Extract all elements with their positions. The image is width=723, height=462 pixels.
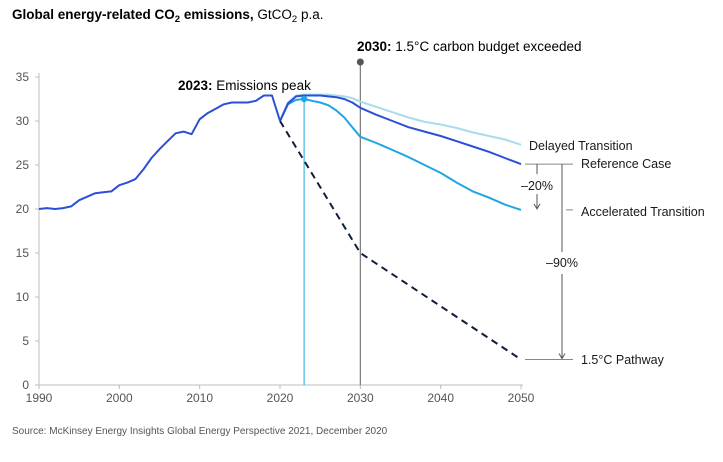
arrow-90-head bbox=[558, 353, 566, 360]
label-delayed-transition: Delayed Transition bbox=[529, 139, 633, 153]
y-tick-label: 10 bbox=[16, 290, 30, 304]
series-historical-line bbox=[38, 94, 281, 210]
annotation-peak-year: 2023: bbox=[178, 78, 213, 93]
pct-minus-90: –90% bbox=[546, 256, 578, 270]
title-bold-text: Global energy-related CO bbox=[12, 7, 175, 22]
budget-year-dot bbox=[356, 58, 364, 66]
annotation-peak-text: Emissions peak bbox=[213, 78, 312, 93]
annotation-layer bbox=[300, 95, 573, 360]
x-tick-label: 2030 bbox=[347, 391, 374, 405]
y-tick-label: 25 bbox=[16, 158, 30, 172]
annotation-emissions-peak: 2023: Emissions peak bbox=[178, 78, 311, 93]
axis-layer: 0 5 10 15 20 25 30 35 1990 2000 2010 2020 2030 2040 20… bbox=[16, 70, 535, 405]
series-reference-line bbox=[279, 94, 522, 166]
series-pathway-line bbox=[279, 120, 522, 361]
y-tick-label: 35 bbox=[16, 70, 30, 84]
y-tick-label: 5 bbox=[22, 334, 29, 348]
title-bold-tail: emissions, bbox=[180, 7, 257, 22]
title-bold-subscript: 2 bbox=[175, 14, 180, 25]
x-tick-label: 2020 bbox=[267, 391, 294, 405]
x-tick-label: 2010 bbox=[186, 391, 213, 405]
title-unit-subscript: 2 bbox=[292, 14, 297, 25]
y-tick-label: 15 bbox=[16, 246, 30, 260]
source-note: Source: McKinsey Energy Insights Global … bbox=[12, 426, 388, 437]
title-unit: GtCO bbox=[257, 7, 292, 22]
x-tick-label: 2050 bbox=[508, 391, 535, 405]
x-tick-label: 1990 bbox=[26, 391, 53, 405]
annotation-budget-text: 1.5°C carbon budget exceeded bbox=[392, 39, 582, 54]
x-tick-label: 2040 bbox=[427, 391, 454, 405]
guide-layer bbox=[303, 58, 364, 385]
chart-title: Global energy-related CO2 emissions, GtC… bbox=[12, 7, 323, 25]
annotation-carbon-budget: 2030: 1.5°C carbon budget exceeded bbox=[357, 39, 582, 54]
arrow-20-head bbox=[533, 203, 541, 210]
label-reference-case: Reference Case bbox=[581, 157, 671, 171]
y-tick-label: 30 bbox=[16, 114, 30, 128]
series-layer bbox=[38, 93, 522, 361]
y-tick-label: 20 bbox=[16, 202, 30, 216]
title-unit-tail: p.a. bbox=[297, 7, 323, 22]
annotation-budget-year: 2030: bbox=[357, 39, 392, 54]
pct-minus-20: –20% bbox=[521, 179, 553, 193]
x-tick-label: 2000 bbox=[106, 391, 133, 405]
y-tick-label: 0 bbox=[22, 378, 29, 392]
peak-dot bbox=[300, 95, 308, 103]
label-1-5c-pathway: 1.5°C Pathway bbox=[581, 353, 665, 367]
label-accelerated-transition: Accelerated Transition bbox=[581, 205, 705, 219]
